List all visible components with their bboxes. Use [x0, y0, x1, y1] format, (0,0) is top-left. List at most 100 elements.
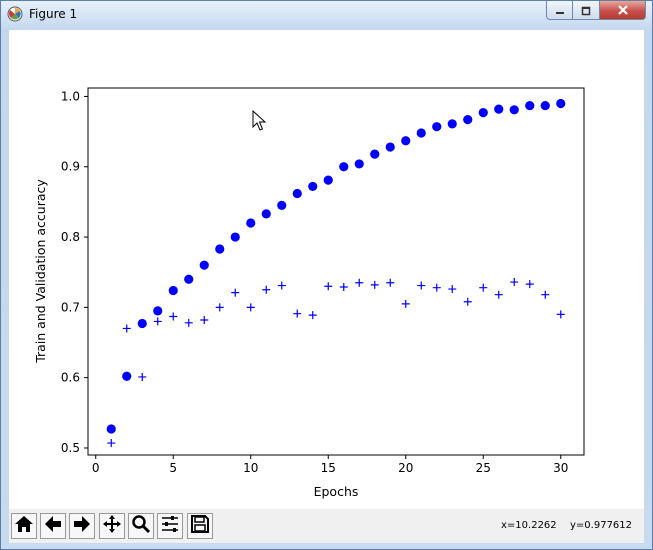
- close-icon: [617, 1, 629, 20]
- validation-accuracy-point: [107, 439, 116, 448]
- train-accuracy-point: [401, 136, 411, 146]
- validation-accuracy-point: [138, 372, 147, 381]
- window-title: Figure 1: [29, 7, 78, 21]
- configure-subplots-button[interactable]: [157, 513, 183, 539]
- matplotlib-figure-icon: [7, 6, 23, 22]
- home-button[interactable]: [11, 513, 37, 539]
- back-button[interactable]: [40, 513, 66, 539]
- validation-accuracy-point: [339, 282, 348, 291]
- save-button[interactable]: [187, 513, 213, 539]
- x-tick-label: 30: [553, 461, 568, 475]
- train-accuracy-point: [246, 218, 256, 228]
- pan-icon: [102, 514, 122, 538]
- zoom-icon: [131, 514, 151, 538]
- train-accuracy-point: [168, 285, 178, 296]
- validation-accuracy-point: [231, 288, 240, 297]
- validation-accuracy-point: [525, 280, 534, 289]
- x-tick-label: 10: [243, 461, 258, 475]
- validation-accuracy-point: [448, 285, 457, 294]
- train-accuracy-point: [509, 105, 519, 115]
- train-accuracy-point: [261, 209, 271, 219]
- validation-accuracy-point: [324, 282, 333, 291]
- train-accuracy-point: [137, 318, 147, 329]
- save-icon: [190, 514, 210, 538]
- validation-accuracy-point: [556, 310, 565, 319]
- validation-accuracy-point: [246, 303, 255, 312]
- train-accuracy-point: [354, 159, 364, 169]
- validation-accuracy-point: [169, 312, 178, 321]
- validation-accuracy-point: [494, 290, 503, 299]
- train-accuracy-point: [106, 424, 116, 434]
- minimize-button[interactable]: [546, 1, 573, 20]
- title-bar[interactable]: Figure 1: [1, 1, 652, 29]
- validation-accuracy-point: [277, 281, 286, 290]
- x-axis-label: Epochs: [314, 484, 359, 499]
- train-accuracy-point: [432, 122, 442, 132]
- x-coordinate-readout: x=10.2262: [501, 520, 557, 531]
- forward-button[interactable]: [69, 513, 95, 539]
- train-accuracy-point: [184, 274, 194, 284]
- train-accuracy-point: [556, 98, 566, 109]
- validation-accuracy-point: [355, 278, 364, 287]
- figure-canvas[interactable]: 0 5 10 15 20 25 30 0.5 0.6 0.7 0.8 0.9 1.0 Epochs T…: [9, 30, 644, 509]
- validation-accuracy-point: [153, 317, 162, 326]
- mouse-cursor-icon: [252, 109, 267, 131]
- validation-accuracy-point: [401, 299, 410, 308]
- close-button[interactable]: [600, 1, 646, 20]
- forward-arrow-icon: [72, 514, 92, 538]
- train-accuracy-point: [339, 162, 349, 172]
- pan-button[interactable]: [99, 513, 125, 539]
- train-accuracy-point: [494, 104, 504, 114]
- train-accuracy-point: [122, 371, 132, 381]
- train-accuracy-point: [292, 188, 302, 199]
- train-accuracy-point: [308, 181, 318, 192]
- back-arrow-icon: [43, 514, 63, 538]
- validation-accuracy-point: [262, 285, 271, 294]
- y-tick-label: 0.8: [61, 230, 80, 244]
- zoom-button[interactable]: [128, 513, 154, 539]
- validation-accuracy-point: [386, 278, 395, 287]
- validation-accuracy-point: [122, 324, 131, 333]
- maximize-icon: [581, 1, 591, 20]
- train-accuracy-point: [199, 260, 209, 270]
- train-accuracy-point: [277, 200, 287, 211]
- train-accuracy-point: [416, 128, 426, 138]
- home-icon: [14, 514, 34, 538]
- train-accuracy-point: [230, 232, 240, 242]
- train-accuracy-point: [385, 142, 395, 152]
- train-accuracy-point: [370, 149, 380, 159]
- validation-accuracy-point: [215, 303, 224, 312]
- y-tick-label: 1.0: [61, 89, 80, 103]
- validation-accuracy-point: [432, 283, 441, 292]
- navigation-toolbar: x=10.2262 y=0.977612: [9, 509, 644, 543]
- minimize-icon: [555, 1, 565, 20]
- sliders-icon: [160, 514, 180, 538]
- train-accuracy-point: [463, 115, 473, 125]
- train-accuracy-point: [153, 306, 163, 316]
- accuracy-chart: 0 5 10 15 20 25 30 0.5 0.6 0.7 0.8 0.9 1.0 Epochs T…: [33, 87, 585, 499]
- validation-accuracy-point: [479, 283, 488, 292]
- x-tick-label: 0: [92, 461, 100, 475]
- validation-accuracy-point: [184, 318, 193, 327]
- y-tick-label: 0.5: [61, 441, 80, 455]
- y-tick-label: 0.7: [61, 300, 80, 314]
- x-tick-label: 25: [476, 461, 491, 475]
- validation-accuracy-point: [293, 309, 302, 318]
- validation-accuracy-point: [200, 316, 209, 325]
- maximize-button[interactable]: [573, 1, 600, 20]
- validation-accuracy-point: [463, 297, 472, 306]
- y-tick-label: 0.6: [61, 371, 80, 385]
- train-accuracy-point: [478, 108, 488, 118]
- plot-area: [87, 87, 585, 456]
- validation-accuracy-point: [308, 311, 317, 320]
- train-accuracy-point: [447, 119, 457, 129]
- train-accuracy-point: [215, 244, 225, 254]
- validation-accuracy-point: [417, 281, 426, 290]
- validation-accuracy-point: [541, 290, 550, 299]
- y-coordinate-readout: y=0.977612: [570, 520, 633, 531]
- train-accuracy-point: [540, 100, 550, 111]
- train-accuracy-point: [323, 175, 333, 185]
- y-tick-label: 0.9: [61, 160, 80, 174]
- validation-accuracy-point: [510, 278, 519, 287]
